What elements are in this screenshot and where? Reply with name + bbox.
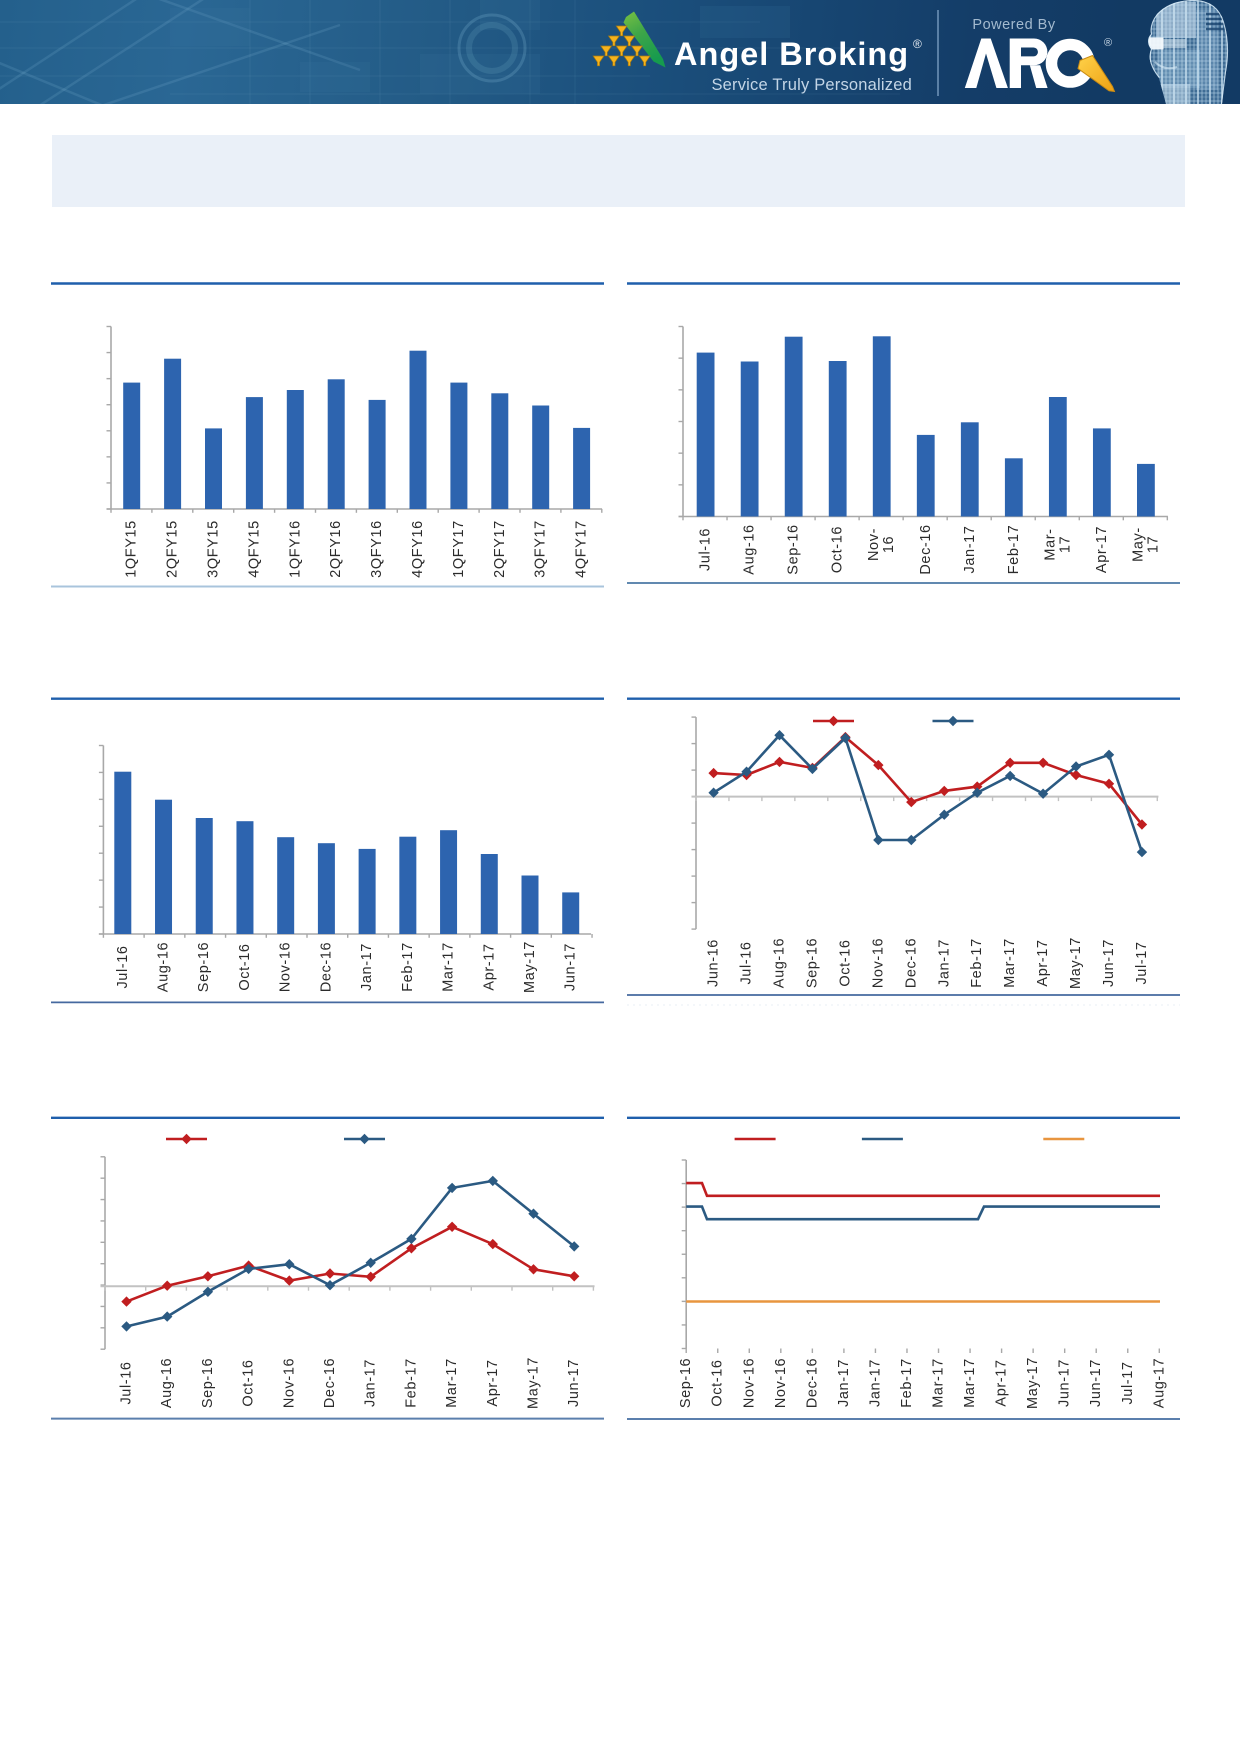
svg-text:Mar-17: Mar-17: [441, 942, 457, 992]
svg-text:Jan-17: Jan-17: [936, 939, 952, 987]
svg-text:Dec-16: Dec-16: [318, 942, 334, 992]
svg-text:Sep-16: Sep-16: [786, 524, 802, 574]
svg-text:3QFY16: 3QFY16: [369, 520, 385, 578]
svg-text:Oct-16: Oct-16: [710, 1359, 726, 1406]
svg-text:May-17: May-17: [1068, 937, 1084, 989]
svg-text:Dec-16: Dec-16: [918, 524, 934, 574]
svg-text:3QFY15: 3QFY15: [206, 520, 222, 578]
svg-text:Jul-17: Jul-17: [1134, 941, 1150, 984]
svg-text:May-17: May-17: [1025, 1357, 1041, 1409]
svg-text:Apr-17: Apr-17: [994, 1359, 1010, 1406]
svg-text:Apr-17: Apr-17: [1094, 526, 1110, 573]
svg-text:4QFY15: 4QFY15: [246, 520, 262, 578]
svg-text:Jul-16: Jul-16: [739, 941, 755, 984]
svg-text:Jun-17: Jun-17: [1088, 1359, 1104, 1407]
svg-text:Sep-16: Sep-16: [804, 938, 820, 988]
svg-text:Jun-17: Jun-17: [1101, 939, 1117, 987]
svg-text:Aug-17: Aug-17: [1151, 1358, 1167, 1408]
svg-text:2QFY16: 2QFY16: [328, 520, 344, 578]
svg-text:Nov-16: Nov-16: [278, 942, 294, 992]
svg-text:Mar-17: Mar-17: [444, 1358, 460, 1408]
svg-text:Jan-17: Jan-17: [867, 1359, 883, 1407]
svg-text:Feb-17: Feb-17: [1006, 525, 1022, 575]
svg-text:Aug-16: Aug-16: [159, 1358, 175, 1408]
svg-text:Feb-17: Feb-17: [400, 942, 416, 992]
svg-text:17: 17: [1145, 536, 1161, 553]
svg-text:16: 16: [881, 536, 897, 553]
svg-text:Sep-16: Sep-16: [196, 942, 212, 992]
svg-text:Apr-17: Apr-17: [481, 943, 497, 990]
svg-text:Angel Broking: Angel Broking: [674, 36, 909, 72]
svg-text:Oct-16: Oct-16: [237, 943, 253, 990]
svg-text:Apr-17: Apr-17: [1035, 939, 1051, 986]
svg-text:Feb-17: Feb-17: [899, 1358, 915, 1408]
svg-text:Jun-17: Jun-17: [566, 1359, 582, 1407]
svg-text:Jan-17: Jan-17: [359, 943, 375, 991]
svg-text:Mar-17: Mar-17: [1002, 938, 1018, 988]
svg-text:Jul-16: Jul-16: [698, 528, 714, 571]
svg-text:Feb-17: Feb-17: [403, 1358, 419, 1408]
svg-text:Jan-17: Jan-17: [962, 526, 978, 574]
svg-text:4QFY16: 4QFY16: [410, 520, 426, 578]
svg-text:Mar-17: Mar-17: [962, 1358, 978, 1408]
svg-text:Jul-16: Jul-16: [119, 1361, 135, 1404]
svg-text:Jul-16: Jul-16: [115, 945, 131, 988]
svg-text:1QFY15: 1QFY15: [124, 520, 140, 578]
svg-text:Sep-16: Sep-16: [678, 1358, 694, 1408]
svg-text:Jun-17: Jun-17: [563, 943, 579, 991]
svg-text:May-17: May-17: [522, 941, 538, 993]
svg-text:Mar-: Mar-: [1042, 528, 1058, 560]
svg-text:1QFY17: 1QFY17: [451, 520, 467, 578]
svg-text:Mar-17: Mar-17: [931, 1358, 947, 1408]
svg-text:Jan-17: Jan-17: [836, 1359, 852, 1407]
svg-text:®: ®: [913, 37, 922, 51]
svg-text:Service Truly Personalized: Service Truly Personalized: [711, 76, 912, 94]
svg-text:Jun-16: Jun-16: [706, 939, 722, 987]
svg-text:Nov-16: Nov-16: [870, 938, 886, 988]
svg-text:May-17: May-17: [526, 1357, 542, 1409]
svg-text:Jan-17: Jan-17: [363, 1359, 379, 1407]
svg-text:Oct-16: Oct-16: [830, 526, 846, 573]
svg-text:4QFY17: 4QFY17: [574, 520, 590, 578]
svg-text:Aug-16: Aug-16: [742, 524, 758, 574]
svg-text:Nov-16: Nov-16: [281, 1358, 297, 1408]
svg-text:Aug-16: Aug-16: [156, 942, 172, 992]
svg-text:Jun-17: Jun-17: [1057, 1359, 1073, 1407]
svg-text:Sep-16: Sep-16: [200, 1358, 216, 1408]
svg-text:1QFY16: 1QFY16: [287, 520, 303, 578]
svg-text:Aug-16: Aug-16: [772, 938, 788, 988]
svg-text:2QFY17: 2QFY17: [492, 520, 508, 578]
svg-text:Jul-17: Jul-17: [1120, 1361, 1136, 1404]
svg-text:3QFY17: 3QFY17: [533, 520, 549, 578]
svg-text:Apr-17: Apr-17: [485, 1359, 501, 1406]
svg-text:®: ®: [1104, 37, 1112, 49]
svg-text:Nov-16: Nov-16: [773, 1358, 789, 1408]
svg-text:Dec-16: Dec-16: [804, 1358, 820, 1408]
svg-text:Nov-16: Nov-16: [741, 1358, 757, 1408]
svg-text:17: 17: [1057, 536, 1073, 553]
svg-text:Dec-16: Dec-16: [322, 1358, 338, 1408]
svg-text:Dec-16: Dec-16: [903, 938, 919, 988]
svg-text:Oct-16: Oct-16: [837, 939, 853, 986]
svg-text:May-: May-: [1130, 527, 1146, 562]
svg-text:Oct-16: Oct-16: [241, 1359, 257, 1406]
svg-text:Nov-: Nov-: [866, 528, 882, 561]
svg-text:2QFY15: 2QFY15: [165, 520, 181, 578]
svg-text:Powered By: Powered By: [972, 17, 1055, 33]
svg-text:Feb-17: Feb-17: [969, 938, 985, 988]
